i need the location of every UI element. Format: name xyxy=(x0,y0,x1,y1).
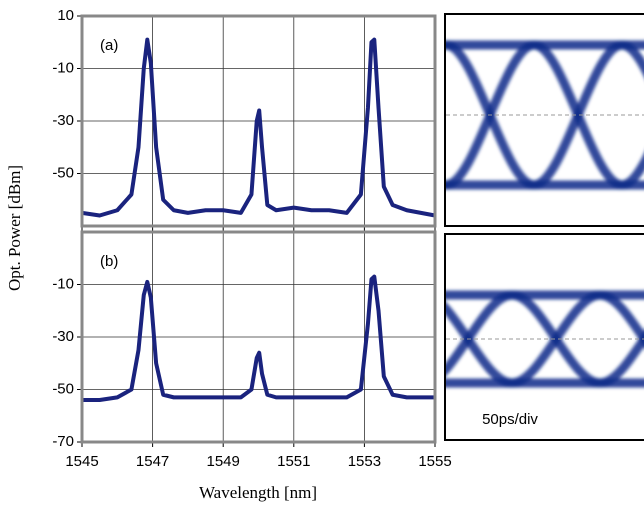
y-axis-label: Opt. Power [dBm] xyxy=(5,165,24,291)
y-tick-label: -70 xyxy=(52,433,74,450)
panel-label: (b) xyxy=(100,253,118,270)
panel-label: (a) xyxy=(100,37,118,54)
x-tick-label: 1551 xyxy=(277,453,310,470)
y-tick-label: -50 xyxy=(52,164,74,181)
eye-frame xyxy=(445,234,644,440)
y-tick-label: -30 xyxy=(52,112,74,129)
x-axis-label: Wavelength [nm] xyxy=(199,483,317,502)
y-tick-label: -10 xyxy=(52,275,74,292)
figure: 50ps/div Opt. Power [dBm] Wavelength [nm… xyxy=(0,0,644,505)
eye-scale-label: 50ps/div xyxy=(482,411,538,428)
x-tick-label: 1547 xyxy=(136,453,169,470)
y-tick-label: 10 xyxy=(57,7,74,24)
x-tick-label: 1545 xyxy=(65,453,98,470)
y-tick-label: -30 xyxy=(52,328,74,345)
x-tick-label: 1555 xyxy=(418,453,451,470)
x-tick-label: 1549 xyxy=(207,453,240,470)
y-tick-label: -10 xyxy=(52,59,74,76)
x-tick-label: 1553 xyxy=(348,453,381,470)
y-tick-label: -50 xyxy=(52,380,74,397)
